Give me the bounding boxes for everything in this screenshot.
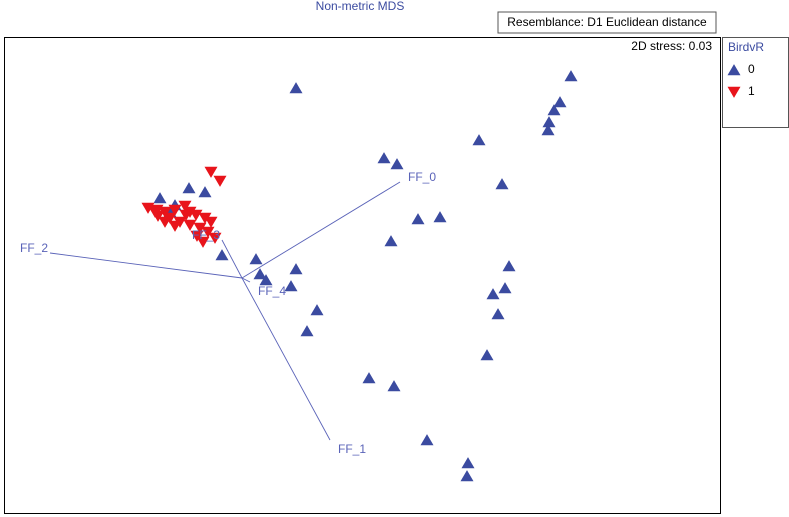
legend-box bbox=[722, 37, 789, 128]
point bbox=[158, 206, 172, 218]
resemblance-label: Resemblance: D1 Euclidean distance bbox=[507, 15, 707, 29]
point bbox=[461, 457, 475, 469]
point bbox=[196, 236, 210, 248]
chart-title: Non-metric MDS bbox=[316, 0, 405, 13]
point bbox=[198, 186, 212, 198]
point bbox=[168, 220, 182, 232]
point bbox=[215, 249, 229, 261]
point bbox=[193, 222, 207, 234]
vector bbox=[221, 239, 243, 279]
point bbox=[148, 206, 162, 218]
point bbox=[259, 274, 273, 286]
legend-title: BirdvR bbox=[728, 40, 764, 54]
vector-label: FF_4 bbox=[258, 284, 286, 298]
vector-label: FF_3 bbox=[192, 228, 220, 242]
point bbox=[198, 212, 212, 224]
point bbox=[362, 372, 376, 384]
point bbox=[204, 166, 218, 178]
point bbox=[541, 124, 555, 136]
point bbox=[553, 96, 567, 108]
point bbox=[179, 209, 193, 221]
point bbox=[547, 104, 561, 116]
point bbox=[153, 192, 167, 204]
point bbox=[158, 216, 172, 228]
stress-label: 2D stress: 0.03 bbox=[631, 39, 712, 53]
legend-marker bbox=[727, 86, 741, 98]
point bbox=[390, 158, 404, 170]
point bbox=[201, 226, 215, 238]
point bbox=[289, 263, 303, 275]
vector bbox=[241, 181, 401, 279]
point bbox=[502, 260, 516, 272]
point bbox=[204, 216, 218, 228]
point bbox=[310, 304, 324, 316]
point bbox=[542, 116, 556, 128]
point bbox=[182, 182, 196, 194]
plot-frame bbox=[4, 37, 721, 514]
point bbox=[168, 204, 182, 216]
point bbox=[384, 235, 398, 247]
legend-label: 1 bbox=[748, 84, 755, 98]
point bbox=[411, 213, 425, 225]
point bbox=[300, 325, 314, 337]
point bbox=[377, 152, 391, 164]
point bbox=[253, 268, 267, 280]
point bbox=[284, 280, 298, 292]
point bbox=[213, 175, 227, 187]
legend-marker bbox=[727, 64, 741, 76]
point bbox=[189, 209, 203, 221]
point bbox=[387, 380, 401, 392]
point bbox=[491, 308, 505, 320]
vector-label: FF_1 bbox=[338, 442, 366, 456]
vector-label: FF_0 bbox=[408, 170, 436, 184]
vector bbox=[241, 277, 331, 441]
resemblance-box bbox=[497, 11, 717, 34]
point bbox=[498, 282, 512, 294]
point bbox=[480, 349, 494, 361]
point bbox=[460, 470, 474, 482]
point bbox=[472, 134, 486, 146]
point bbox=[183, 219, 197, 231]
point bbox=[178, 200, 192, 212]
point bbox=[289, 82, 303, 94]
point bbox=[190, 230, 204, 242]
vector bbox=[241, 277, 251, 283]
point bbox=[433, 211, 447, 223]
point bbox=[420, 434, 434, 446]
point bbox=[495, 178, 509, 190]
point bbox=[486, 288, 500, 300]
point bbox=[249, 253, 263, 265]
vector bbox=[49, 252, 243, 279]
vector-label: FF_2 bbox=[20, 241, 48, 255]
point bbox=[208, 232, 222, 244]
legend-label: 0 bbox=[748, 62, 755, 76]
point bbox=[564, 70, 578, 82]
